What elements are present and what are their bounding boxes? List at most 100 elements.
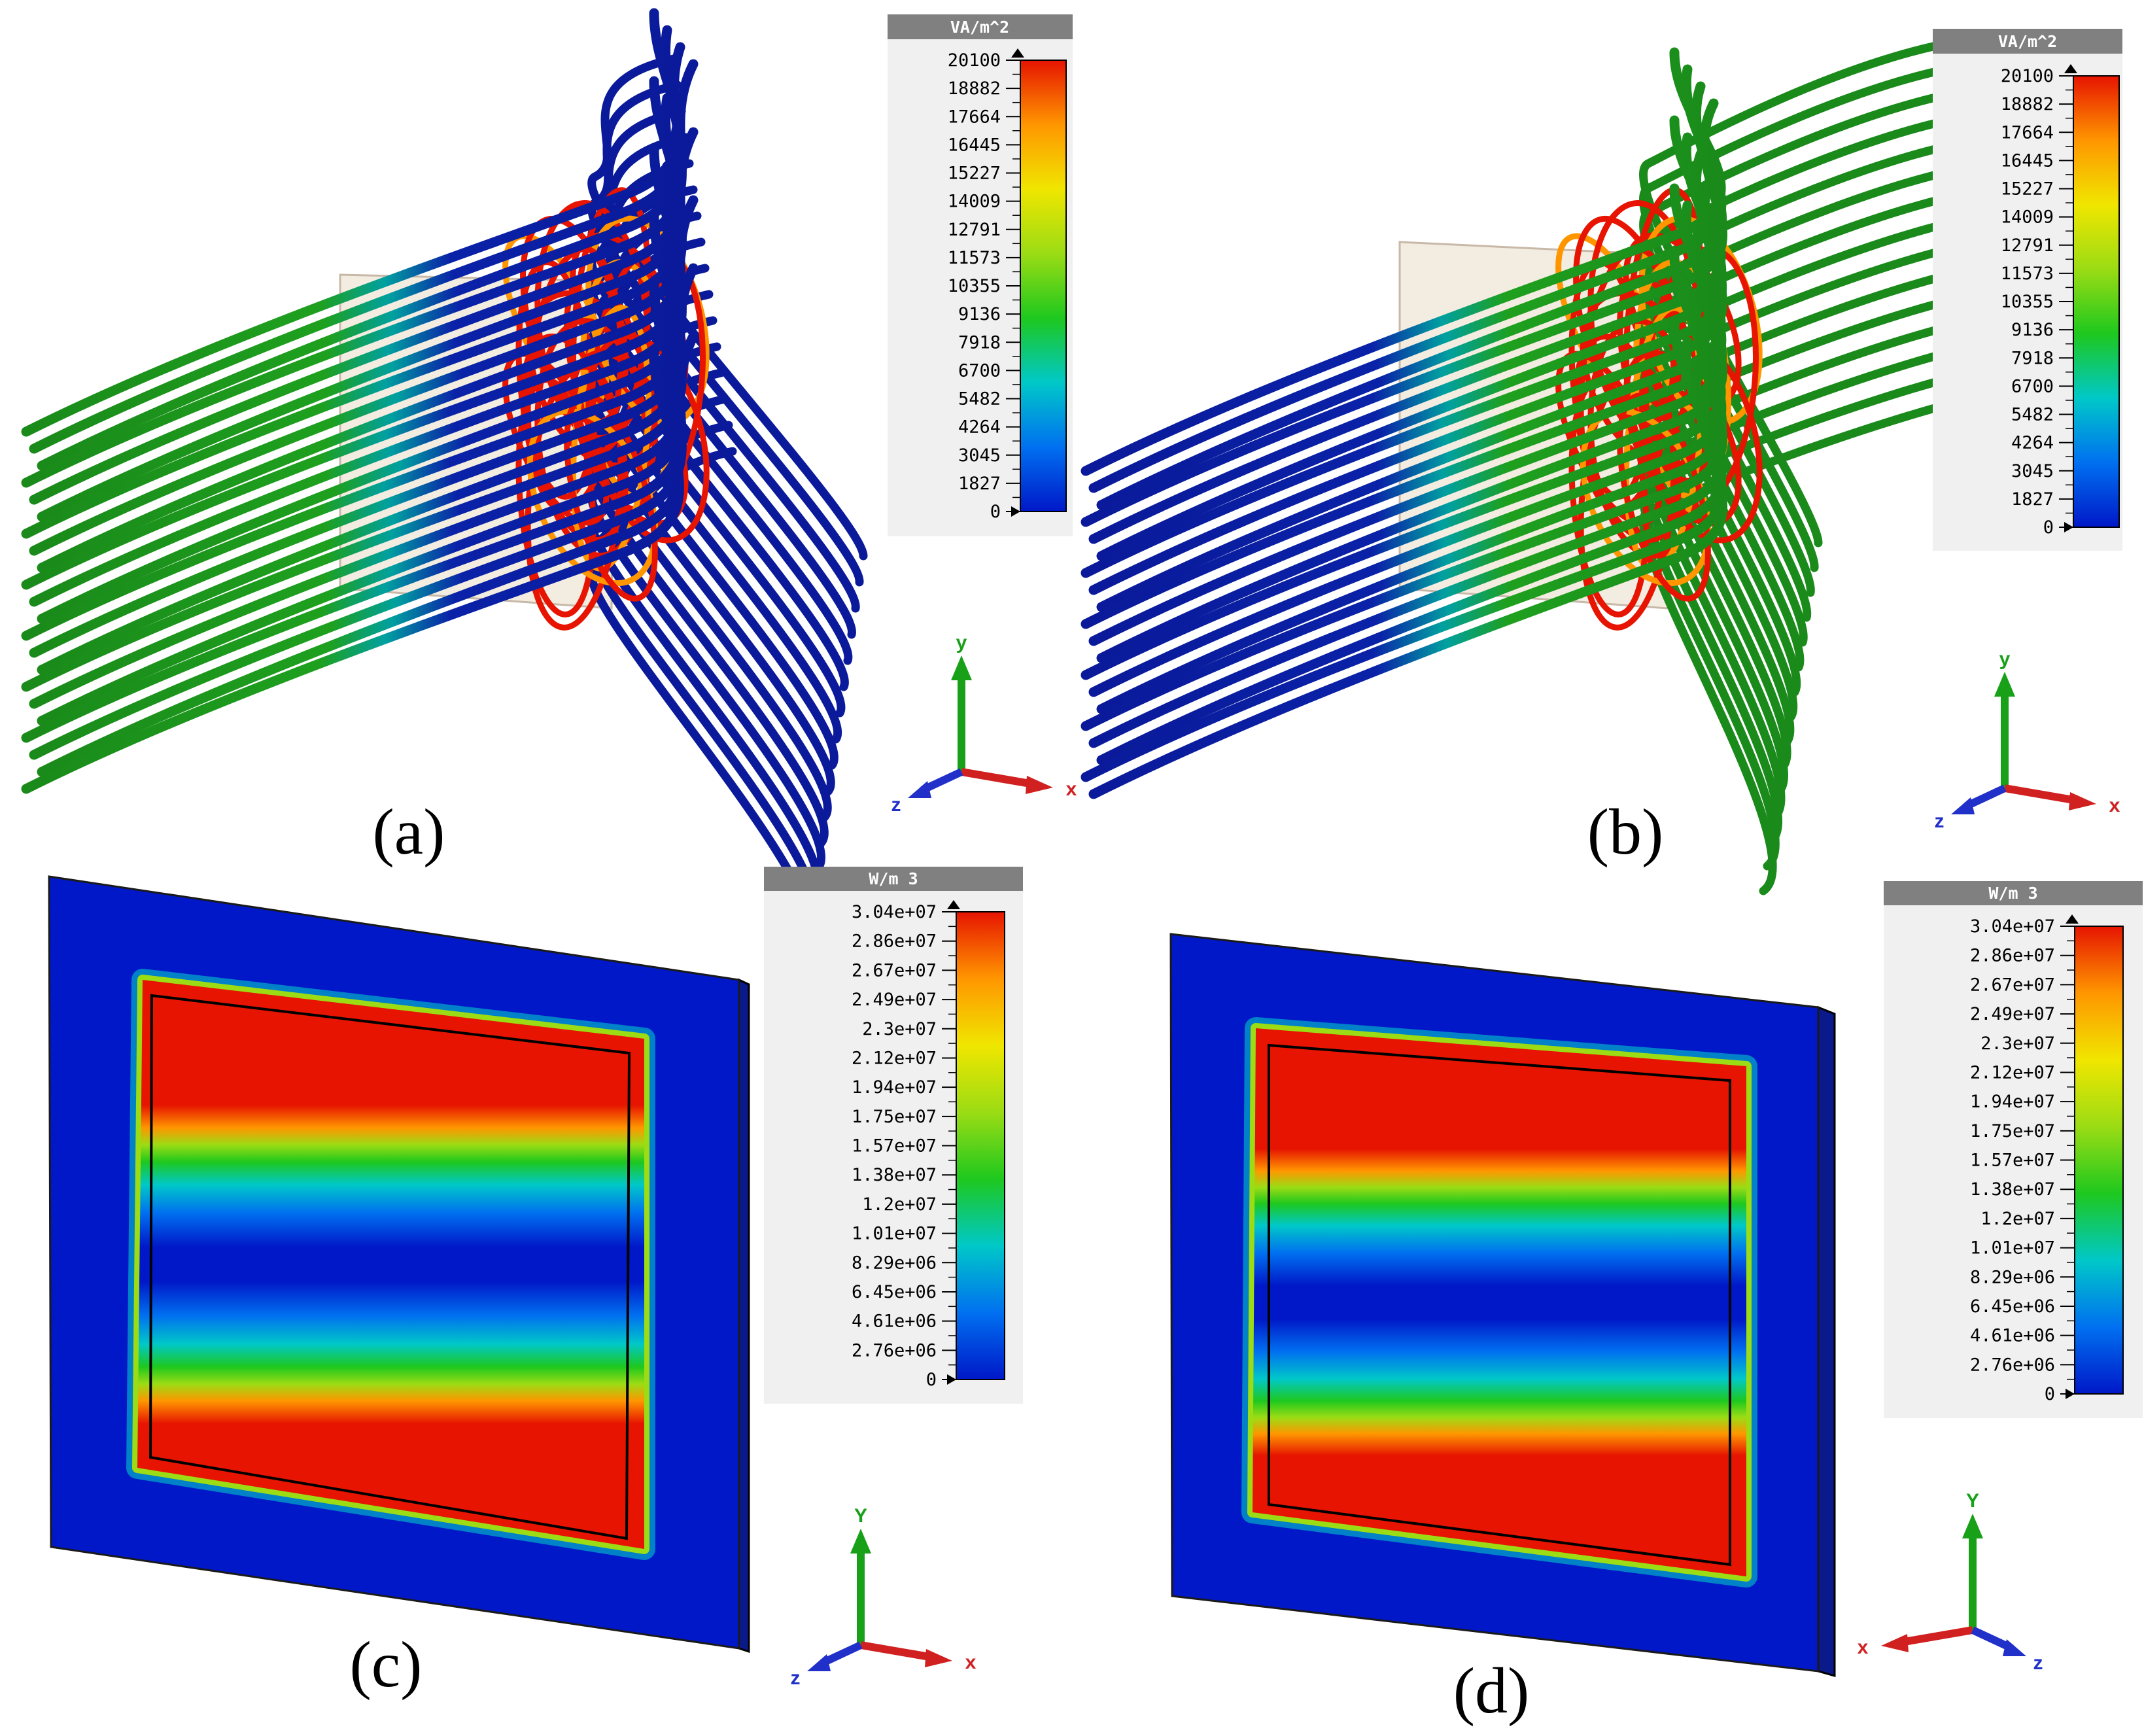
legend-ticks: 20100 18882 17664 16445 15227 14009 12791 11573… xyxy=(948,48,1024,522)
panel-label: (d) xyxy=(1453,1654,1530,1727)
panel-label: (b) xyxy=(1587,795,1664,868)
legend-tick-label: 1.94e+07 xyxy=(852,1077,937,1098)
legend-unit: VA/m^2 xyxy=(1998,32,2057,51)
z-axis-label: z xyxy=(791,1667,801,1689)
legend-tick-label: 14009 xyxy=(2001,207,2054,228)
legend-tick-label: 1.01e+07 xyxy=(1970,1238,2055,1259)
plate-edge xyxy=(738,978,750,1654)
z-axis-arrowhead xyxy=(2003,1639,2026,1656)
panel-c: W/m 3 3.04e+07 2.86e+07 2.67e+07 2.49e+07 2.… xyxy=(48,867,1023,1701)
legend-top-arrow xyxy=(2064,64,2077,73)
streamline xyxy=(587,54,868,561)
legend-tick-label: 1.01e+07 xyxy=(852,1224,937,1244)
x-axis-arrow xyxy=(2003,784,2075,804)
legend-tick-label: 2.86e+07 xyxy=(1970,946,2055,966)
x-axis-arrowhead xyxy=(1026,776,1053,794)
x-axis-arrowhead xyxy=(1881,1634,1909,1652)
legend-tick-label: 6.45e+06 xyxy=(852,1282,937,1302)
legend-tick-label: 1.57e+07 xyxy=(852,1136,937,1156)
x-axis-label: x xyxy=(965,1652,977,1673)
z-axis-label: z xyxy=(1935,810,1945,832)
legend-title-bar xyxy=(764,867,1023,891)
legend-bottom-arrow xyxy=(2064,522,2073,532)
legend-tick-label: 6.45e+06 xyxy=(1970,1296,2055,1317)
legend-tick-label: 16445 xyxy=(948,135,1001,155)
x-axis-arrow xyxy=(960,768,1031,788)
winding-outline xyxy=(148,994,631,1540)
legend-tick-label: 2.49e+07 xyxy=(852,990,937,1010)
legend-tick-label: 3045 xyxy=(2011,461,2054,481)
legend-tick-label: 11573 xyxy=(2001,264,2054,284)
legend-tick-label: 0 xyxy=(926,1370,937,1390)
legend-tick-label: 14009 xyxy=(948,192,1001,212)
y-axis-arrowhead xyxy=(951,655,972,680)
legend-tick-label: 6700 xyxy=(958,360,1001,381)
legend-unit: W/m 3 xyxy=(869,869,918,888)
colorbar xyxy=(956,911,1005,1380)
loss-density-plate xyxy=(1169,933,1836,1677)
legend-tick-label: 2.12e+07 xyxy=(1970,1062,2055,1083)
x-axis-arrow xyxy=(1903,1626,1974,1646)
legend-title-bar xyxy=(888,14,1073,39)
colorbar-legend: VA/m^2 20100 18882 17664 16445 15227 14009 127… xyxy=(888,14,1073,536)
x-axis-arrow xyxy=(859,1641,931,1661)
y-axis-label: y xyxy=(1999,648,2011,670)
streamline xyxy=(1639,66,1945,572)
legend-tick-label: 12791 xyxy=(948,220,1001,240)
legend-tick-label: 15227 xyxy=(2001,179,2054,200)
legend-tick-label: 1827 xyxy=(958,474,1001,494)
colorbar xyxy=(2073,75,2120,528)
legend-tick-label: 2.76e+06 xyxy=(852,1340,937,1361)
legend-unit: VA/m^2 xyxy=(950,18,1009,37)
legend-bottom-arrow xyxy=(947,1374,956,1385)
streamline xyxy=(587,80,864,587)
legend-tick-label: 1.38e+07 xyxy=(852,1165,937,1185)
x-axis-label: x xyxy=(1858,1637,1869,1658)
colorbar-legend: W/m 3 3.04e+07 2.86e+07 2.67e+07 2.49e+07 2.… xyxy=(764,867,1023,1404)
legend-tick-label: 18882 xyxy=(948,78,1001,99)
legend-tick-label: 1.57e+07 xyxy=(1970,1151,2055,1171)
streamline xyxy=(37,195,699,624)
legend-tick-label: 1.2e+07 xyxy=(1980,1209,2055,1229)
legend-bottom-arrow xyxy=(2066,1389,2075,1399)
legend-tick-label: 8.29e+06 xyxy=(852,1253,937,1273)
streamline xyxy=(1639,41,1941,547)
legend-ticks: 3.04e+07 2.86e+07 2.67e+07 2.49e+07 2.3e+07 2… xyxy=(1970,914,2079,1404)
legend-tick-label: 2.67e+07 xyxy=(1970,975,2055,995)
legend-tick-label: 15227 xyxy=(948,164,1001,184)
legend-tick-label: 0 xyxy=(2043,517,2054,538)
x-axis-arrowhead xyxy=(925,1649,952,1667)
z-axis-label: z xyxy=(2033,1652,2043,1674)
y-axis-label: Y xyxy=(1966,1490,1979,1512)
legend-tick-label: 1.75e+07 xyxy=(1970,1121,2055,1141)
legend-tick-label: 12791 xyxy=(2001,235,2054,256)
y-axis-arrowhead xyxy=(1994,672,2015,697)
colorbar xyxy=(2074,926,2124,1395)
axis-triad: Yx z xyxy=(791,1505,977,1689)
streamline xyxy=(29,331,699,760)
z-axis-arrowhead xyxy=(807,1654,831,1671)
colorbar-legend: W/m 3 3.04e+07 2.86e+07 2.67e+07 2.49e+07 2.… xyxy=(1884,881,2143,1418)
legend-tick-label: 3045 xyxy=(958,445,1001,466)
legend-tick-label: 3.04e+07 xyxy=(852,902,937,922)
z-axis-arrowhead xyxy=(1951,797,1975,814)
legend-tick-label: 9136 xyxy=(958,304,1001,324)
legend-top-arrow xyxy=(947,900,960,909)
y-axis-arrowhead xyxy=(1962,1514,1983,1538)
legend-tick-label: 2.49e+07 xyxy=(1970,1004,2055,1024)
legend-tick-label: 1827 xyxy=(2011,489,2054,510)
legend-tick-label: 9136 xyxy=(2011,320,2054,340)
legend-tick-label: 4.61e+06 xyxy=(1970,1326,2055,1346)
colorbar xyxy=(1020,60,1067,512)
plate-edge xyxy=(1817,1005,1836,1677)
legend-tick-label: 20100 xyxy=(2001,66,2054,86)
axis-triad: Yx z xyxy=(1858,1490,2043,1674)
legend-ticks: 3.04e+07 2.86e+07 2.67e+07 2.49e+07 2.3e+07 2… xyxy=(852,900,960,1390)
z-axis-label: z xyxy=(891,794,901,816)
legend-tick-label: 11573 xyxy=(948,248,1001,268)
legend-tick-label: 20100 xyxy=(948,50,1001,71)
x-axis-label: x xyxy=(2109,795,2120,816)
streamline xyxy=(1639,91,1948,597)
axis-triad: y x z xyxy=(891,632,1077,816)
